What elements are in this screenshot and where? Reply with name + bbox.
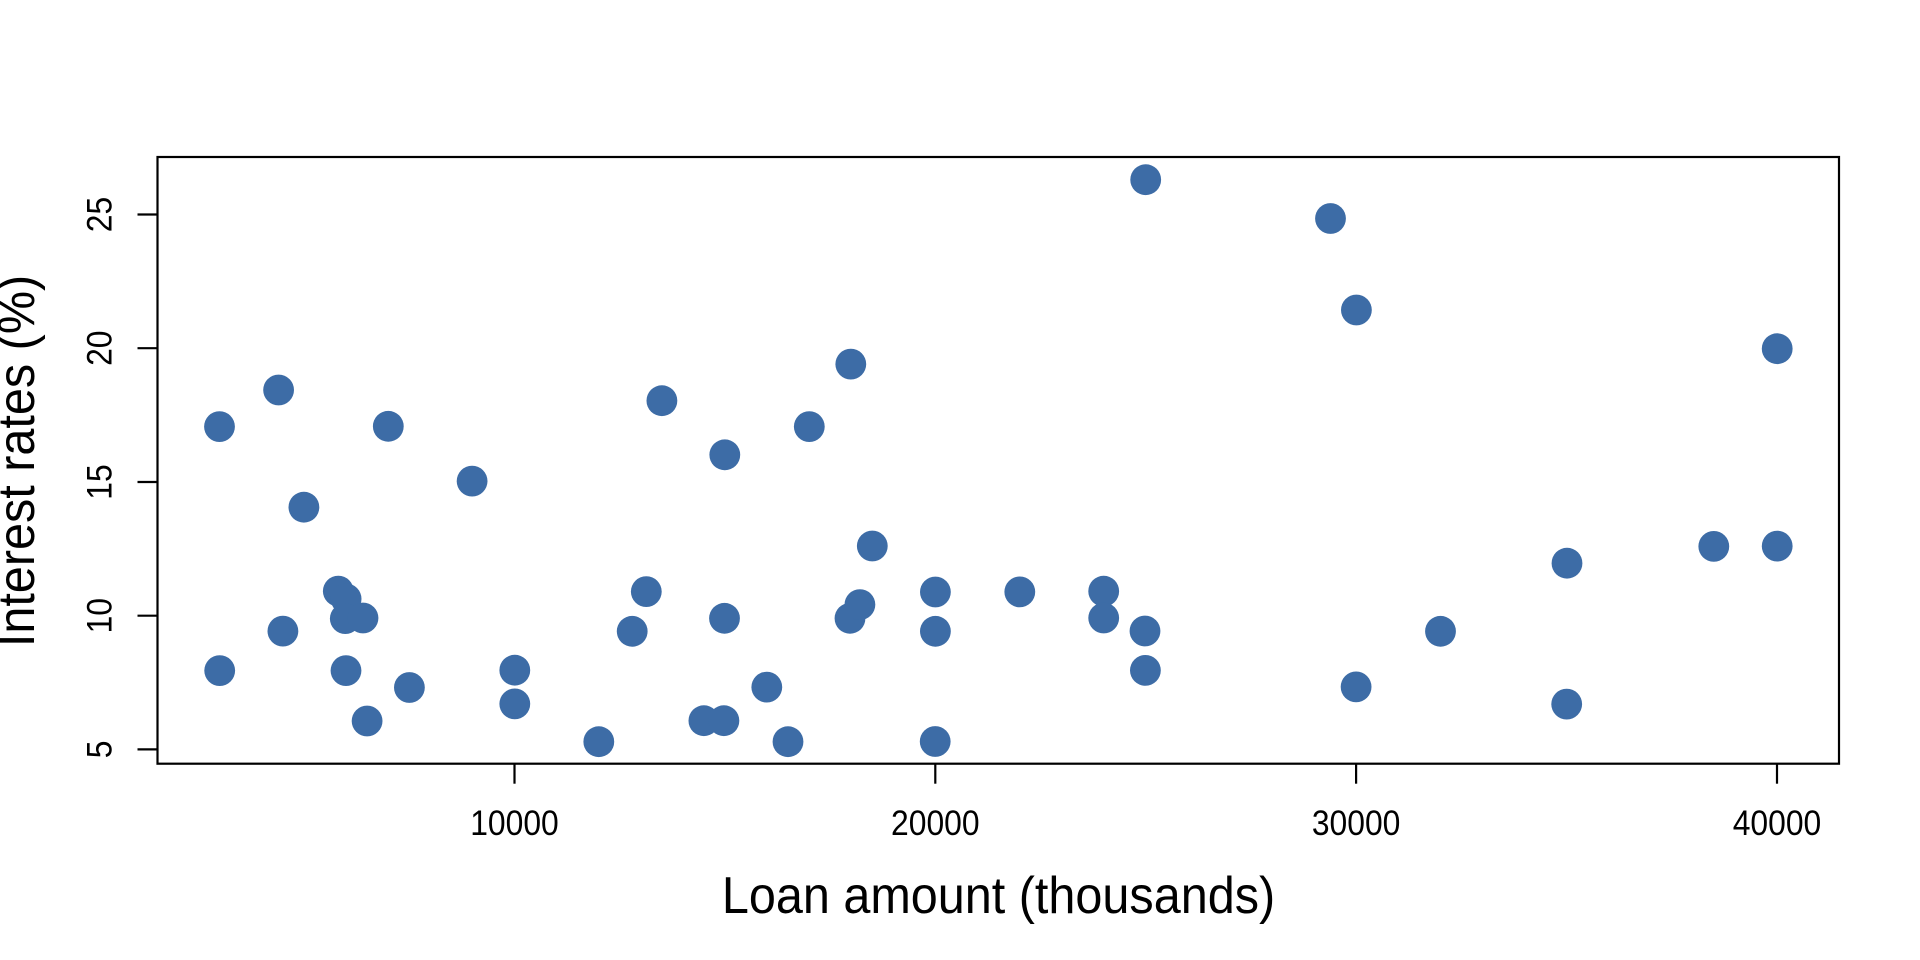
svg-text:40000: 40000 <box>1733 805 1822 844</box>
svg-text:25: 25 <box>81 197 120 232</box>
svg-text:30000: 30000 <box>1312 805 1401 844</box>
svg-text:15: 15 <box>81 464 120 499</box>
svg-text:20: 20 <box>81 330 120 365</box>
svg-text:10: 10 <box>81 598 120 633</box>
svg-text:20000: 20000 <box>891 805 980 844</box>
svg-text:Loan amount (thousands): Loan amount (thousands) <box>722 865 1275 924</box>
svg-text:10000: 10000 <box>470 805 559 844</box>
svg-text:Interest rates (%): Interest rates (%) <box>0 275 45 647</box>
svg-text:5: 5 <box>81 741 120 759</box>
